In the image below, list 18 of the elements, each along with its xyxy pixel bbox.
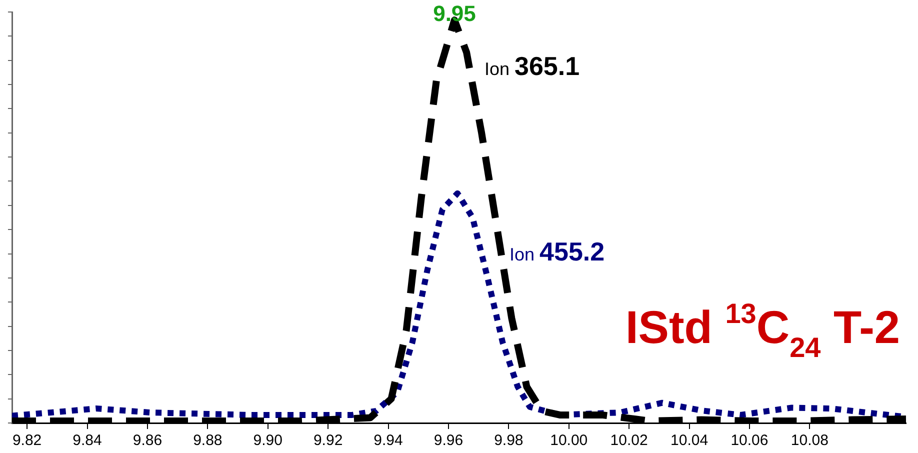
x-tick-label: 9.92	[313, 432, 343, 450]
x-tick-label: 9.86	[132, 432, 162, 450]
annotation: 9.95	[433, 1, 476, 26]
x-tick-label: 9.94	[374, 432, 403, 450]
x-tick-label: 10.00	[550, 432, 588, 450]
series-label: Ion 365.1	[484, 51, 580, 82]
text: IStd $^{13}$C$_{24}$ T-2	[626, 298, 900, 363]
x-tick-label: 10.02	[610, 432, 648, 450]
x-tick-label: 9.84	[72, 432, 102, 450]
x-tick-label: 9.90	[253, 432, 282, 450]
x-tick-label: 10.04	[670, 432, 708, 450]
x-tick-label: 9.82	[12, 432, 42, 450]
x-tick-label: 10.08	[790, 432, 828, 450]
x-tick-label: 9.88	[193, 432, 222, 450]
x-tick-label: 9.98	[494, 432, 524, 450]
x-tick-label: 10.06	[730, 432, 768, 450]
x-tick-label: 9.96	[434, 432, 464, 450]
series-label: Ion 455.2	[509, 236, 605, 266]
